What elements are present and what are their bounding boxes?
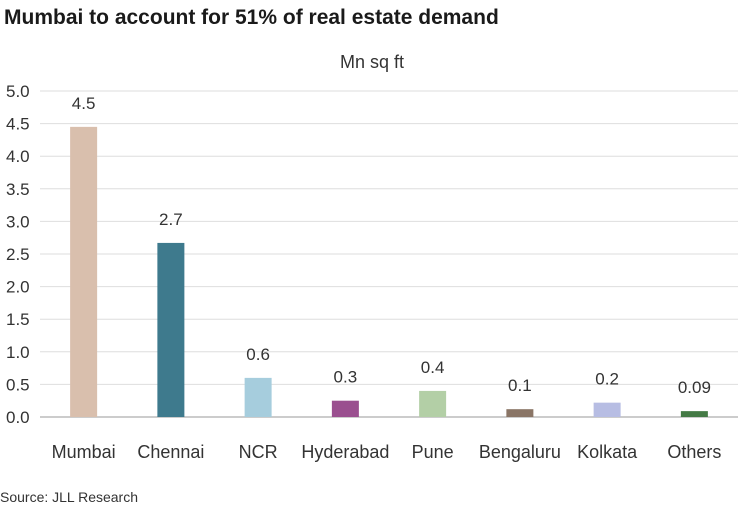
y-tick-label: 4.5 xyxy=(6,115,30,134)
y-tick-label: 4.0 xyxy=(6,147,30,166)
category-label: Chennai xyxy=(137,442,204,462)
y-tick-label: 2.0 xyxy=(6,278,30,297)
y-tick-label: 1.5 xyxy=(6,310,30,329)
category-label: Hyderabad xyxy=(301,442,389,462)
y-tick-label: 3.0 xyxy=(6,212,30,231)
y-tick-label: 1.0 xyxy=(6,343,30,362)
chart-title: Mumbai to account for 51% of real estate… xyxy=(4,6,499,29)
bar-hyderabad xyxy=(331,400,359,417)
value-label: 0.1 xyxy=(508,376,532,395)
value-label: 0.09 xyxy=(678,378,711,397)
bar-ncr xyxy=(244,377,272,417)
bar-chennai xyxy=(157,242,185,417)
source-note: Source: JLL Research xyxy=(0,489,138,505)
bar-chart: 0.0 0.5 1.0 1.5 2.0 2.5 3.0 3.5 4.0 4.5 5.0 4.5 Mumb… xyxy=(6,82,738,462)
bar-pune xyxy=(419,390,447,417)
value-label: 0.6 xyxy=(246,345,270,364)
category-label: Bengaluru xyxy=(479,442,561,462)
y-tick-label: 2.5 xyxy=(6,245,30,264)
unit-label: Mn sq ft xyxy=(339,52,405,72)
value-label: 2.7 xyxy=(159,210,183,229)
category-label: Mumbai xyxy=(52,442,116,462)
category-label: Kolkata xyxy=(577,442,638,462)
category-label: Pune xyxy=(412,442,454,462)
y-tick-label: 0.0 xyxy=(6,408,30,427)
bar-bengaluru xyxy=(506,409,534,417)
y-tick-label: 5.0 xyxy=(6,82,30,101)
category-label: NCR xyxy=(239,442,278,462)
value-label: 0.3 xyxy=(334,368,358,387)
value-label: 4.5 xyxy=(72,94,96,113)
value-label: 0.4 xyxy=(421,358,445,377)
category-label: Others xyxy=(667,442,721,462)
bar-kolkata xyxy=(593,402,621,417)
y-tick-label: 3.5 xyxy=(6,180,30,199)
value-label: 0.2 xyxy=(595,370,619,389)
bar-mumbai xyxy=(70,126,98,418)
y-tick-label: 0.5 xyxy=(6,375,30,394)
bar-others xyxy=(680,411,708,417)
